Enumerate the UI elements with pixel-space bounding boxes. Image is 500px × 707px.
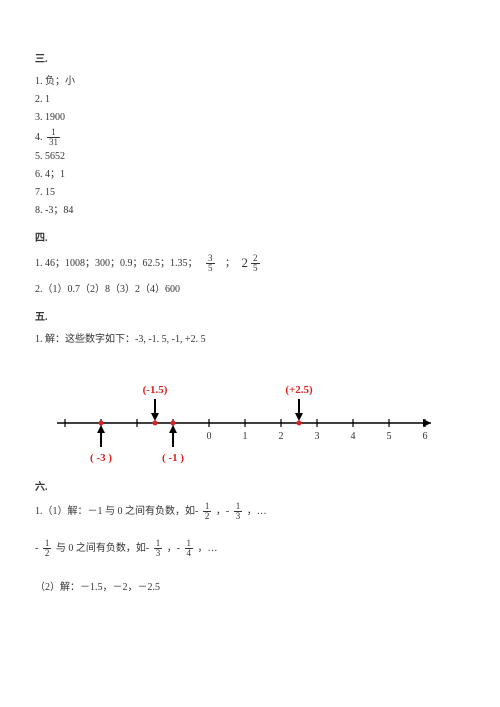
s6-l2-f2: 1 3 (154, 539, 163, 558)
s6-l2-mid: 与 0 之间有负数，如- (56, 543, 149, 554)
s4-mixed: 2 2 5 (242, 253, 268, 274)
s3-item-4: 4. 1 31 (35, 128, 465, 147)
frac-den: 3 (234, 512, 243, 521)
s3-item-1: 1. 负；小 (35, 74, 465, 90)
section-4-title: 四. (35, 231, 465, 247)
svg-text:(+2.5): (+2.5) (285, 384, 313, 396)
s6-q2: （2）解：－1.5，－2，－2.5 (35, 580, 465, 596)
s3-item-7: 7. 15 (35, 185, 465, 201)
s6-l2-mid2: ，- (167, 543, 180, 554)
s6-l2-f3: 1 4 (185, 539, 194, 558)
s3-frac-4: 1 31 (47, 128, 60, 147)
section-3-title: 三. (35, 52, 465, 68)
svg-text:5: 5 (387, 431, 392, 442)
s6-q1-f1: 1 2 (203, 502, 212, 521)
s4-sep: ； (225, 258, 235, 269)
svg-text:( -3 ): ( -3 ) (90, 452, 112, 464)
frac-den: 31 (47, 138, 60, 147)
mixed-frac: 2 5 (251, 254, 264, 273)
s6-q1-mid1: ，- (216, 506, 229, 517)
frac-den: 5 (251, 264, 260, 273)
s3-item-8: 8. -3；84 (35, 203, 465, 219)
s6-q1-f2: 1 3 (234, 502, 243, 521)
frac-den: 2 (203, 512, 212, 521)
s3-item-4-label: 4. (35, 132, 43, 143)
s3-item-2: 2. 1 (35, 92, 465, 108)
s3-item-3: 3. 1900 (35, 110, 465, 126)
s4-frac1: 3 5 (206, 254, 219, 273)
s3-item-6: 6. 4；1 (35, 167, 465, 183)
number-line: 0 1 2 3 4 5 6 (-1.5) (+2.5) ( -3 ) ( -1 ) (45, 368, 455, 468)
s6-q1-line1: 1.（1）解：－1 与 0 之间有负数，如- 1 2 ，- 1 3 ，… (35, 502, 465, 521)
svg-text:6: 6 (423, 431, 428, 442)
s4-line2: 2.（1）0.7（2）8（3）2（4）600 (35, 282, 465, 298)
s6-l2-f1: 1 2 (43, 539, 52, 558)
number-line-svg: 0 1 2 3 4 5 6 (-1.5) (+2.5) ( -3 ) ( -1 ) (45, 368, 445, 468)
frac-den: 3 (154, 549, 163, 558)
section-5-title: 五. (35, 310, 465, 326)
svg-text:( -1 ): ( -1 ) (162, 452, 184, 464)
s6-q1-end1: ，… (247, 506, 267, 517)
svg-text:1: 1 (243, 431, 248, 442)
s5-line1: 1. 解：这些数字如下：-3, -1. 5, -1, +2. 5 (35, 332, 465, 348)
frac-den: 5 (206, 264, 215, 273)
s6-q1-line2: - 1 2 与 0 之间有负数，如- 1 3 ，- 1 4 ，… (35, 539, 465, 558)
s6-l2-end: ，… (198, 543, 218, 554)
section-6-title: 六. (35, 480, 465, 496)
s6-l2-pre: - (35, 543, 38, 554)
svg-text:3: 3 (315, 431, 320, 442)
s3-item-5: 5. 5652 (35, 149, 465, 165)
frac-den: 2 (43, 549, 52, 558)
mixed-whole: 2 (242, 253, 249, 274)
s4-line1: 1. 46；1008；300；0.9；62.5；1.35； 3 5 ； 2 2 … (35, 253, 465, 274)
svg-text:0: 0 (207, 431, 212, 442)
svg-text:2: 2 (279, 431, 284, 442)
svg-text:4: 4 (351, 431, 356, 442)
s6-q1-pre: 1.（1）解：－1 与 0 之间有负数，如- (35, 506, 198, 517)
s4-line1-pre: 1. 46；1008；300；0.9；62.5；1.35； (35, 258, 198, 269)
svg-text:(-1.5): (-1.5) (143, 384, 168, 396)
frac-den: 4 (185, 549, 194, 558)
